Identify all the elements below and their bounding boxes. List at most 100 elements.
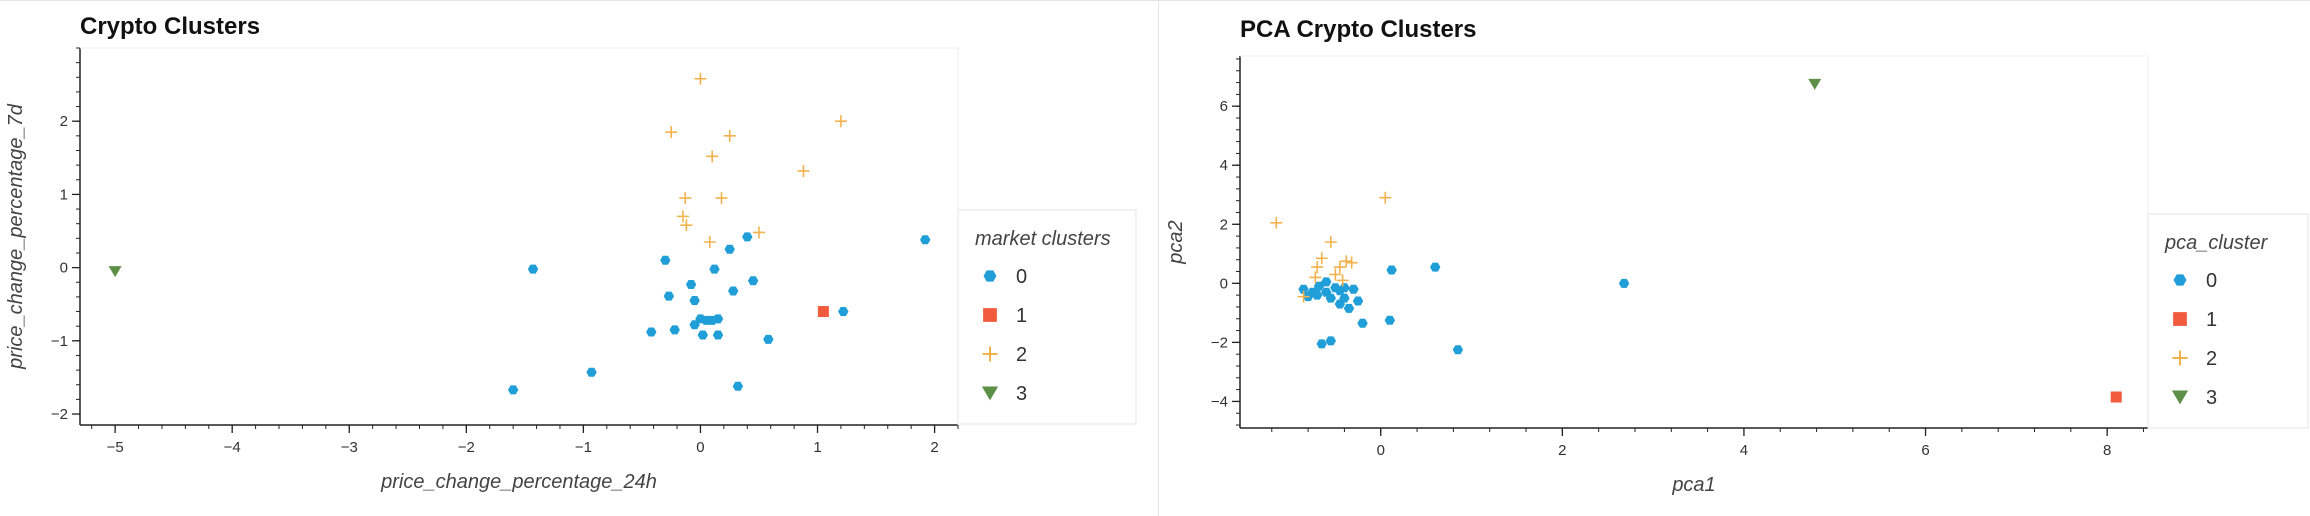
data-point-cluster-2 [1336, 274, 1349, 287]
data-point-cluster-0 [669, 325, 680, 335]
chart-title: Crypto Clusters [80, 13, 260, 40]
y-tick-label: 6 [1220, 98, 1228, 115]
data-point-cluster-2 [1345, 256, 1358, 269]
data-point-cluster-0 [1298, 284, 1309, 294]
data-point-cluster-2 [694, 72, 707, 85]
data-point-cluster-0 [724, 244, 735, 254]
x-tick-label: −4 [224, 439, 241, 456]
x-tick-label: −5 [107, 439, 124, 456]
y-tick-label: 2 [60, 113, 68, 130]
data-point-cluster-0 [697, 330, 708, 340]
data-point-cluster-2 [680, 219, 693, 232]
legend-marker-0 [983, 270, 997, 282]
data-point-cluster-0 [747, 276, 759, 286]
y-axis-label: price_change_percentage_7d [5, 103, 27, 370]
y-tick-label: −2 [51, 406, 68, 423]
data-point-cluster-2 [752, 226, 765, 239]
y-tick-label: 2 [1220, 216, 1228, 233]
legend-label-2: 2 [1016, 344, 1027, 366]
data-point-cluster-3 [1808, 78, 1822, 90]
data-point-cluster-0 [712, 314, 724, 324]
legend-label-1: 1 [1016, 305, 1027, 327]
divider-line [1158, 0, 1159, 516]
data-point-cluster-2 [1309, 271, 1322, 284]
data-point-cluster-2 [1311, 261, 1324, 274]
y-tick-label: −1 [51, 333, 68, 350]
legend-label-2: 2 [2206, 348, 2217, 370]
data-point-cluster-2 [1270, 216, 1283, 229]
data-point-cluster-0 [1430, 262, 1441, 272]
data-point-cluster-0 [1352, 296, 1364, 306]
data-point-cluster-0 [685, 279, 697, 289]
legend-marker-3 [981, 386, 999, 401]
legend-marker-1 [983, 308, 997, 322]
data-point-cluster-2 [834, 115, 847, 128]
data-point-cluster-2 [706, 150, 719, 163]
data-point-cluster-0 [838, 307, 849, 317]
data-point-cluster-0 [1321, 277, 1332, 287]
data-point-cluster-0 [689, 296, 700, 306]
y-tick-label: 1 [60, 186, 68, 203]
data-point-cluster-1 [817, 306, 829, 318]
y-axis-label: pca2 [1165, 220, 1187, 264]
data-point-cluster-0 [709, 264, 720, 274]
data-point-cluster-0 [728, 286, 739, 296]
data-point-cluster-2 [1333, 261, 1346, 274]
x-tick-label: 1 [813, 439, 821, 456]
x-tick-label: 0 [1377, 442, 1385, 459]
data-point-cluster-0 [1386, 265, 1397, 275]
data-point-cluster-0 [507, 385, 519, 395]
data-point-cluster-2 [703, 235, 716, 248]
x-axis-label: pca1 [1671, 474, 1715, 496]
x-tick-label: 2 [930, 439, 938, 456]
data-point-cluster-2 [1340, 255, 1353, 268]
y-tick-label: 0 [60, 260, 68, 277]
x-tick-label: −3 [341, 439, 358, 456]
x-axis-label: price_change_percentage_24h [380, 471, 657, 493]
data-point-cluster-2 [1329, 268, 1342, 281]
legend-label-1: 1 [2206, 309, 2217, 331]
data-point-cluster-0 [712, 330, 724, 340]
data-point-cluster-2 [797, 164, 810, 177]
x-tick-label: 6 [1921, 442, 1929, 459]
legend-label-0: 0 [1016, 266, 1027, 288]
data-point-cluster-0 [1452, 345, 1464, 355]
legend-label-3: 3 [1016, 383, 1027, 405]
data-point-cluster-0 [1325, 336, 1336, 346]
legend-marker-0 [2173, 274, 2187, 286]
data-point-cluster-1 [2110, 391, 2122, 403]
data-point-cluster-0 [660, 255, 671, 265]
data-point-cluster-0 [663, 291, 675, 301]
data-point-cluster-2 [679, 192, 692, 205]
x-tick-label: 0 [696, 439, 704, 456]
legend-marker-2 [2172, 350, 2188, 366]
x-tick-label: −2 [458, 439, 475, 456]
crypto-clusters-plot: Crypto Clusters −5 −4 −3 −2 −1 0 1 2 −2 −1 0 1 2 price… [5, 13, 1137, 493]
data-point-cluster-0 [1313, 281, 1325, 291]
data-point-cluster-0 [763, 334, 774, 344]
x-tick-label: −1 [575, 439, 592, 456]
legend-label-3: 3 [2206, 387, 2217, 409]
data-point-cluster-0 [689, 320, 700, 330]
data-point-cluster-0 [1325, 293, 1336, 303]
data-point-cluster-0 [1618, 278, 1630, 288]
data-point-cluster-0 [742, 232, 753, 242]
y-tick-label: −2 [1211, 334, 1228, 351]
data-point-cluster-0 [1316, 339, 1327, 349]
legend-title: pca_cluster [2164, 232, 2269, 254]
legend-marker-2 [982, 346, 998, 362]
data-point-cluster-0 [586, 367, 597, 377]
pca-crypto-clusters-plot: PCA Crypto Clusters 0 2 4 6 8 −4 −2 0 2 4 6 pca1 pca2… [1165, 16, 2309, 496]
legend-marker-3 [2171, 390, 2189, 405]
data-point-cluster-0 [1339, 293, 1350, 303]
data-point-cluster-2 [1315, 252, 1328, 265]
data-point-cluster-3 [108, 266, 122, 278]
y-tick-label: 0 [1220, 275, 1228, 292]
data-point-cluster-0 [1348, 284, 1359, 294]
chart-title: PCA Crypto Clusters [1240, 16, 1476, 43]
data-point-cluster-0 [1311, 290, 1323, 300]
data-point-cluster-0 [1384, 315, 1396, 325]
data-point-cluster-0 [732, 381, 744, 391]
data-point-cluster-2 [1324, 236, 1337, 248]
